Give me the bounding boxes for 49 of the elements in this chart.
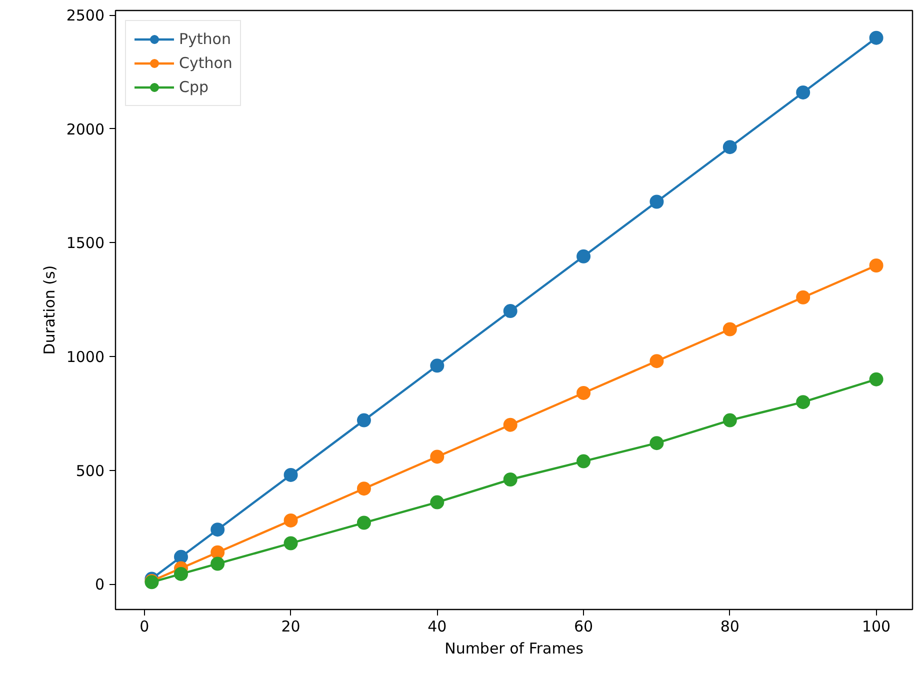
point <box>503 418 518 432</box>
point <box>576 249 591 264</box>
legend-label: Cpp <box>179 78 209 96</box>
point <box>503 472 518 486</box>
x-tick-label: 80 <box>720 618 740 636</box>
point <box>722 322 737 336</box>
x-tick-label: 100 <box>862 618 891 636</box>
point <box>650 354 664 368</box>
point <box>576 386 591 400</box>
point <box>869 372 884 386</box>
point <box>869 258 884 272</box>
x-tick-label: 60 <box>574 618 594 636</box>
point <box>796 85 810 100</box>
x-tick-label: 40 <box>428 618 447 636</box>
legend-label: Cython <box>179 54 232 72</box>
x-axis-title: Number of Frames <box>444 640 584 658</box>
point <box>284 536 298 550</box>
point <box>796 290 810 304</box>
point <box>174 550 188 564</box>
point <box>356 413 371 428</box>
point <box>869 30 884 45</box>
point <box>503 304 518 318</box>
point <box>796 395 810 410</box>
y-tick-label: 2000 <box>66 120 105 138</box>
point <box>722 413 737 428</box>
point <box>650 194 664 209</box>
y-tick-label: 1000 <box>66 348 105 366</box>
x-tick-label: 0 <box>140 618 150 636</box>
point <box>650 436 664 450</box>
point <box>284 468 298 482</box>
point <box>430 495 444 510</box>
x-tick-label: 20 <box>281 618 300 636</box>
point <box>210 545 225 560</box>
point <box>356 482 371 496</box>
point <box>210 556 225 571</box>
point <box>284 513 298 528</box>
point <box>722 140 737 154</box>
y-axis-title: Duration (s) <box>40 265 58 355</box>
point <box>210 522 225 537</box>
point <box>576 454 591 468</box>
y-tick-label: 1500 <box>66 234 105 252</box>
point <box>430 358 444 373</box>
y-tick-label: 2500 <box>66 6 105 25</box>
point <box>356 516 371 530</box>
y-tick-label: 500 <box>76 462 105 480</box>
y-tick-label: 0 <box>94 576 105 594</box>
point <box>174 566 188 581</box>
point <box>430 450 444 464</box>
legend-label: Python <box>179 30 231 48</box>
